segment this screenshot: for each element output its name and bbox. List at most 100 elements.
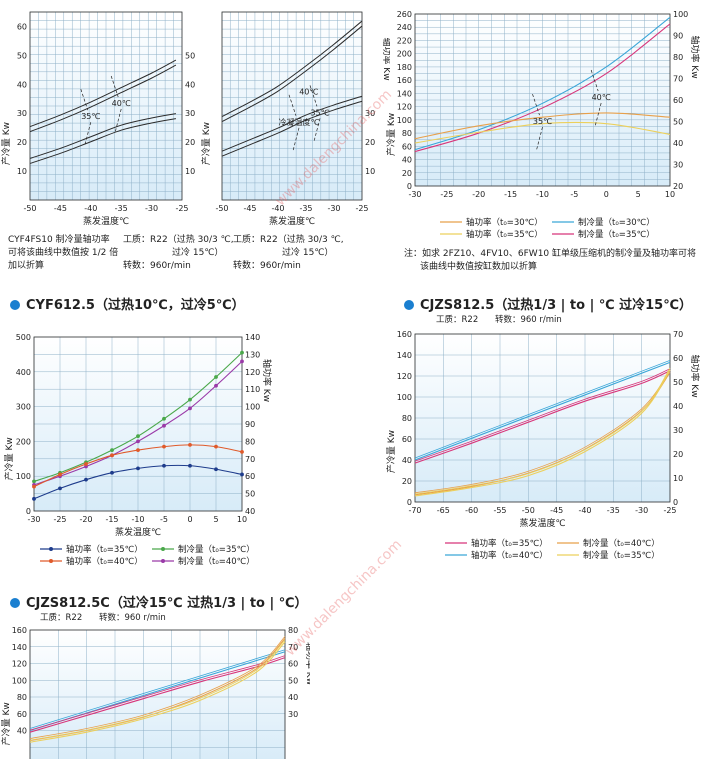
x-tick-label: -10 bbox=[131, 515, 144, 524]
legend-swatch bbox=[552, 221, 574, 223]
x-tick-label: -45 bbox=[54, 204, 67, 213]
y-axis-label-right: 轴功率 Kw bbox=[689, 354, 701, 397]
legend-row: 轴功率（t₀=30℃） 制冷量（t₀=30℃） bbox=[440, 216, 664, 228]
x-tick-label: -30 bbox=[145, 204, 158, 213]
plot-frame bbox=[29, 629, 286, 759]
y2-tick-label: 40 bbox=[185, 80, 195, 89]
series-line bbox=[414, 367, 671, 495]
x-tick-label: -25 bbox=[355, 204, 368, 213]
series-line bbox=[414, 361, 671, 461]
y-tick-label: 40 bbox=[17, 80, 27, 89]
y-tick-label: 80 bbox=[402, 129, 412, 138]
x-tick-label: 0 bbox=[604, 190, 609, 199]
y2-tick-label: 60 bbox=[673, 96, 683, 105]
legend-swatch bbox=[40, 559, 62, 563]
series-line bbox=[221, 25, 363, 122]
legend-swatch bbox=[557, 542, 579, 544]
legend-swatch-dot bbox=[49, 559, 53, 563]
annotation-leader bbox=[536, 126, 543, 151]
annotation-leader bbox=[110, 75, 119, 98]
bullet-icon bbox=[10, 300, 20, 310]
annotation-label: 冷凝温度℃ bbox=[279, 117, 320, 127]
plot-frame bbox=[33, 336, 243, 512]
y-tick-label: 140 bbox=[397, 351, 412, 360]
series-line bbox=[29, 113, 177, 159]
y-tick-label: 200 bbox=[16, 437, 31, 446]
series-line bbox=[29, 641, 286, 743]
x-axis-label: 蒸发温度℃ bbox=[115, 526, 161, 538]
x-tick-label: -15 bbox=[504, 190, 517, 199]
annotation-leader bbox=[288, 94, 297, 116]
annotation-leader bbox=[594, 102, 602, 127]
y2-tick-label: 80 bbox=[288, 626, 298, 635]
y-tick-label: 200 bbox=[397, 50, 412, 59]
series-point bbox=[110, 448, 114, 452]
series-line bbox=[414, 370, 671, 494]
y2-tick-label: 80 bbox=[245, 437, 255, 446]
annotation-label: 35℃ bbox=[81, 112, 100, 121]
y2-tick-label: 40 bbox=[288, 693, 298, 702]
legend-swatch bbox=[440, 221, 462, 223]
series-line bbox=[29, 118, 177, 164]
series-point bbox=[162, 444, 166, 449]
legend-row: 轴功率（t₀=40℃） 制冷量（t₀=40℃） bbox=[40, 555, 264, 567]
series-point bbox=[240, 359, 244, 364]
y-tick-label: 20 bbox=[17, 138, 27, 147]
y2-tick-label: 50 bbox=[185, 51, 195, 60]
chart-b: -50 -45 -40 -35 -30 -25 10 20 30 蒸发温度℃ 产冷量 Kw 轴功率 K… bbox=[200, 11, 390, 225]
x-tick-label: -45 bbox=[550, 506, 563, 515]
y2-tick-label: 10 bbox=[365, 167, 375, 176]
chart-f: 40 60 80 100 120 140 160 30 40 50 60 70 80 产冷量 Kw 轴功率 … bbox=[0, 626, 310, 759]
legend-row: 轴功率（t₀=35℃） 制冷量（t₀=35℃） bbox=[440, 228, 664, 240]
y-tick-label: 140 bbox=[397, 89, 412, 98]
series-point bbox=[240, 350, 244, 355]
x-tick-label: -30 bbox=[635, 506, 648, 515]
legend-item: 轴功率（t₀=40℃） bbox=[445, 549, 557, 561]
y-tick-label: 50 bbox=[17, 51, 27, 60]
series-line bbox=[221, 20, 363, 117]
y-tick-label: 80 bbox=[17, 693, 27, 702]
y-tick-label: 160 bbox=[397, 330, 412, 339]
series-point bbox=[214, 375, 218, 379]
legend-item: 制冷量（t₀=35℃） bbox=[552, 228, 664, 240]
bullet-icon bbox=[404, 300, 414, 310]
y-axis-label-right: 轴功率 Kw bbox=[689, 35, 701, 78]
legend-label: 轴功率（t₀=35℃） bbox=[466, 230, 543, 240]
legend-swatch bbox=[152, 547, 174, 551]
x-tick-label: -30 bbox=[327, 204, 340, 213]
legend-swatch-dot bbox=[49, 547, 53, 551]
series-line bbox=[414, 369, 671, 497]
y-tick-label: 30 bbox=[17, 109, 27, 118]
x-tick-label: -10 bbox=[536, 190, 549, 199]
y-axis-label-left: 产冷量 Kw bbox=[385, 430, 397, 473]
y2-tick-label: 10 bbox=[673, 474, 683, 483]
annotation-leader bbox=[309, 85, 318, 107]
series-line bbox=[414, 359, 671, 459]
legend-label: 制冷量（t₀=40℃） bbox=[583, 539, 660, 549]
cjzs812c-sub: 工质：R22 转数：960 r/min bbox=[40, 611, 180, 623]
y-tick-label: 10 bbox=[17, 167, 27, 176]
legend-item: 轴功率（t₀=35℃） bbox=[445, 537, 557, 549]
series-point bbox=[214, 444, 218, 449]
x-tick-label: -50 bbox=[522, 506, 535, 515]
y-tick-label: 160 bbox=[397, 76, 412, 85]
y-tick-label: 140 bbox=[12, 643, 27, 652]
y2-tick-label: 90 bbox=[245, 420, 255, 429]
series-point bbox=[188, 397, 192, 402]
legend-item: 轴功率（t₀=35℃） bbox=[40, 543, 152, 555]
annotation-label: 40℃ bbox=[112, 99, 131, 108]
y2-tick-label: 10 bbox=[185, 167, 195, 176]
series-point bbox=[58, 486, 62, 491]
legend-label: 轴功率（t₀=40℃） bbox=[66, 557, 143, 567]
annotation-leader bbox=[114, 108, 122, 133]
x-tick-label: -30 bbox=[408, 190, 421, 199]
legend-label: 轴功率（t₀=40℃） bbox=[471, 551, 548, 561]
note-speed-b: 转数：960r/min bbox=[233, 261, 301, 271]
series-line bbox=[221, 95, 363, 152]
x-tick-label: -55 bbox=[493, 506, 506, 515]
note-subcool-a: 过冷 15℃） bbox=[172, 248, 224, 258]
y-tick-label: 260 bbox=[397, 10, 412, 19]
series-line bbox=[29, 59, 177, 128]
legend-swatch bbox=[40, 547, 62, 551]
y2-tick-label: 90 bbox=[673, 32, 683, 41]
